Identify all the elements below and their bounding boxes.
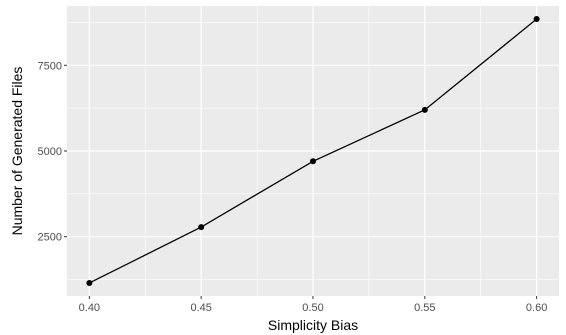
x-axis-label: Simplicity Bias bbox=[268, 317, 358, 333]
y-tick-label: 5000 bbox=[38, 146, 62, 158]
major-gridlines bbox=[67, 6, 559, 296]
x-tick-label: 0.45 bbox=[190, 302, 211, 314]
y-axis-ticks: 2500 5000 7500 bbox=[38, 60, 67, 244]
x-tick-label: 0.40 bbox=[79, 302, 100, 314]
data-point bbox=[533, 16, 540, 23]
y-tick-label: 7500 bbox=[38, 60, 62, 72]
x-tick-label: 0.50 bbox=[302, 302, 323, 314]
series-group bbox=[86, 16, 540, 286]
x-tick-label: 0.60 bbox=[526, 302, 547, 314]
data-point bbox=[421, 106, 428, 113]
x-axis-ticks: 0.40 0.45 0.50 0.55 0.60 bbox=[79, 296, 547, 314]
y-axis-label: Number of Generated Files bbox=[9, 67, 25, 236]
y-tick-label: 2500 bbox=[38, 232, 62, 244]
x-tick-label: 0.55 bbox=[414, 302, 435, 314]
data-point bbox=[198, 224, 205, 231]
data-point bbox=[86, 279, 93, 286]
data-point bbox=[310, 158, 316, 165]
